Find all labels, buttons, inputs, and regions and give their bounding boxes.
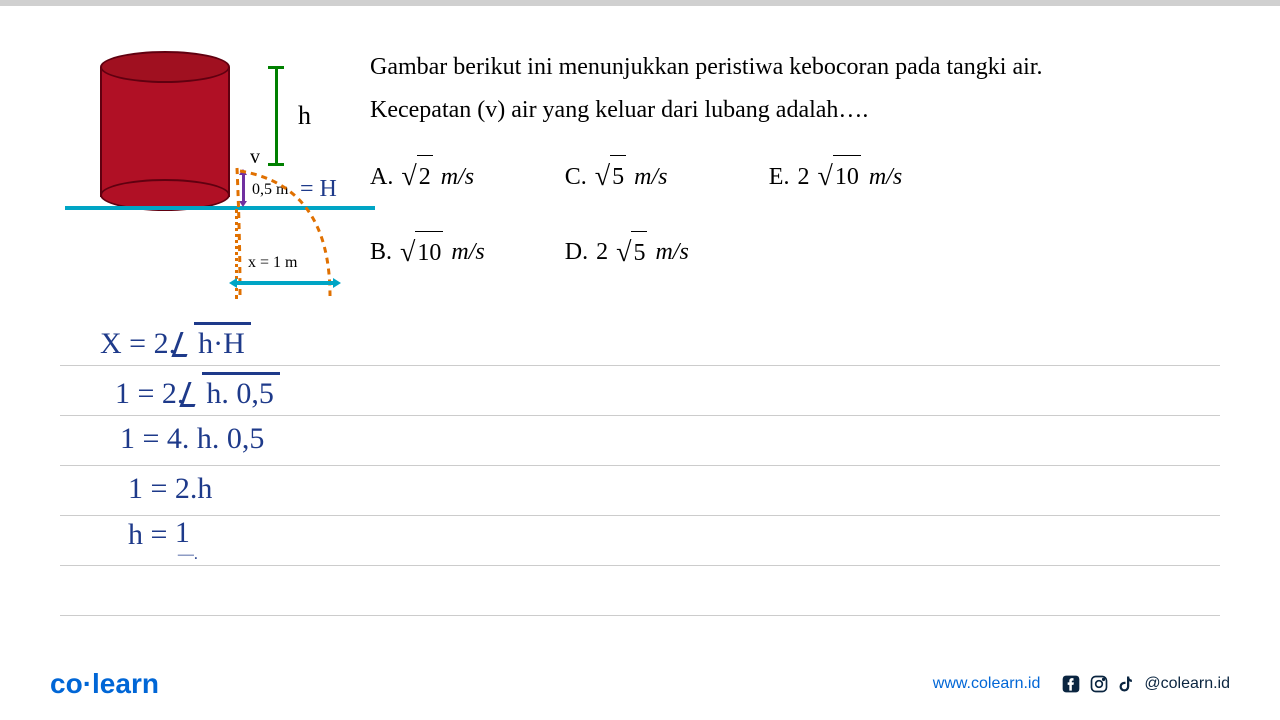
- options-col-2: C. √5 m/s D. 2√5 m/s: [565, 152, 689, 278]
- options-col-3: E. 2√10 m/s: [769, 152, 902, 278]
- h-label: h: [298, 101, 311, 131]
- x-distance-arrow: [235, 281, 335, 285]
- water-tank-cylinder: [100, 51, 230, 201]
- hw-line-2: 1 = 2. h. 0,5: [115, 372, 280, 411]
- x-label: x = 1 m: [248, 254, 297, 272]
- option-D-unit: m/s: [655, 231, 688, 274]
- footer: co·learn www.colearn.id @colearn.id: [0, 668, 1280, 700]
- tiktok-icon: [1116, 673, 1138, 695]
- height-bracket: [265, 66, 295, 166]
- option-B: B. √10 m/s: [370, 228, 485, 278]
- water-trajectory: [235, 166, 345, 306]
- option-C-label: C.: [565, 156, 587, 199]
- option-C: C. √5 m/s: [565, 152, 689, 202]
- facebook-icon: [1060, 673, 1082, 695]
- content-area: h v 0,5 m = H x = 1 m Gambar berikut ini…: [0, 6, 1280, 626]
- physics-diagram: h v 0,5 m = H x = 1 m: [40, 26, 350, 306]
- website-link: www.colearn.id: [933, 675, 1041, 693]
- option-D: D. 2√5 m/s: [565, 228, 689, 278]
- instagram-icon: [1088, 673, 1110, 695]
- question-row: h v 0,5 m = H x = 1 m Gambar berikut ini…: [40, 26, 1240, 306]
- option-A: A. √2 m/s: [370, 152, 485, 202]
- hw-line-4: 1 = 2.h: [128, 472, 212, 506]
- cylinder-body: [100, 67, 230, 197]
- option-C-unit: m/s: [634, 156, 667, 199]
- options-col-1: A. √2 m/s B. √10 m/s: [370, 152, 485, 278]
- social-handle: @colearn.id: [1144, 675, 1230, 693]
- question-line-2: Kecepatan (v) air yang keluar dari luban…: [370, 89, 1240, 132]
- option-A-unit: m/s: [441, 156, 474, 199]
- option-E-label: E.: [769, 156, 790, 199]
- option-B-label: B.: [370, 231, 392, 274]
- question-text-block: Gambar berikut ini menunjukkan peristiwa…: [370, 26, 1240, 306]
- option-A-label: A.: [370, 156, 393, 199]
- hw-line-5: h = 1—.: [128, 518, 190, 552]
- options-grid: A. √2 m/s B. √10 m/s C. √5 m/s: [370, 152, 1240, 278]
- option-D-label: D.: [565, 231, 588, 274]
- cylinder-top: [100, 51, 230, 83]
- hw-line-3: 1 = 4. h. 0,5: [120, 422, 264, 456]
- question-line-1: Gambar berikut ini menunjukkan peristiwa…: [370, 46, 1240, 89]
- footer-right: www.colearn.id @colearn.id: [933, 673, 1230, 695]
- social-icons: @colearn.id: [1060, 673, 1230, 695]
- option-E-unit: m/s: [869, 156, 902, 199]
- hw-line-1: X = 2. h·H: [100, 322, 251, 361]
- handwritten-solution: X = 2. h·H 1 = 2. h. 0,5 1 = 4. h. 0,5 1…: [40, 316, 1240, 616]
- colearn-logo: co·learn: [50, 668, 159, 700]
- option-B-unit: m/s: [451, 231, 484, 274]
- option-E: E. 2√10 m/s: [769, 152, 902, 202]
